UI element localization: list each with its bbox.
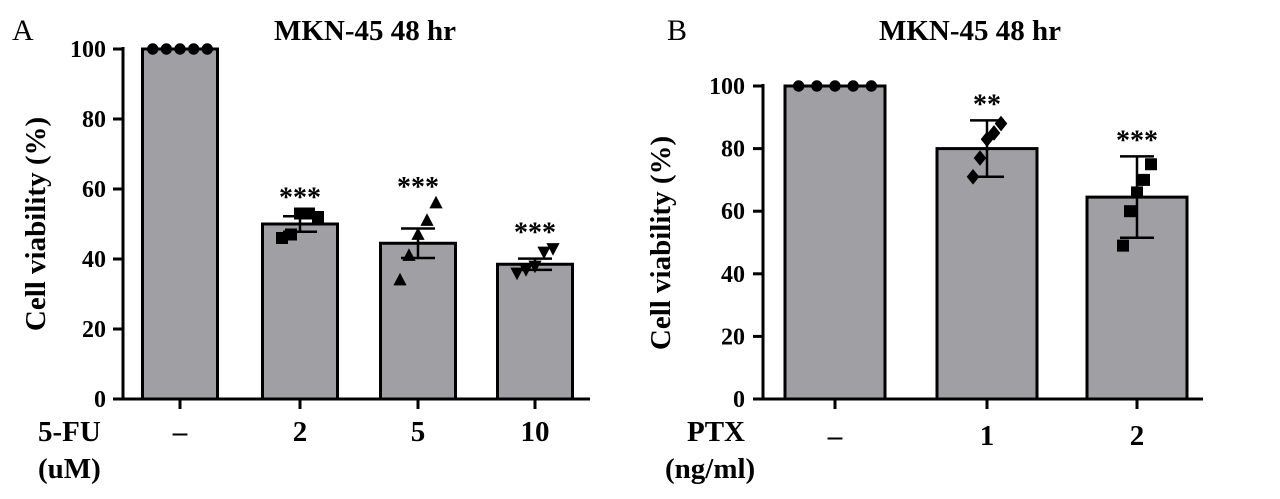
data-point [546,243,560,256]
y-tick-label: 80 [721,137,745,163]
bar [379,241,457,401]
chart-title: MKN-45 48 hr [879,15,1061,47]
bar [261,222,339,401]
data-point [792,80,805,92]
data-point [402,248,416,261]
y-tick-label: 0 [94,387,106,413]
data-point [420,213,434,226]
data-point [187,43,200,55]
data-point [987,125,1001,141]
y-tick-label: 40 [82,247,106,273]
data-point [537,246,551,260]
data-point [1124,205,1136,218]
data-point [285,228,297,241]
data-point [1138,173,1150,186]
y-tick-label: 100 [709,74,745,100]
y-tick-label: 40 [721,262,745,288]
data-point [312,211,324,223]
data-point [966,168,980,185]
data-point [811,80,823,92]
x-category-label: – [172,416,188,448]
data-point [847,80,859,92]
data-point [510,267,524,281]
data-point [201,43,213,55]
x-axis-unit: (uM) [38,453,101,485]
y-tick-label: 0 [733,387,745,413]
bar [783,84,887,401]
panel-a: A MKN-45 48 hr Cell viability (%) *** *** ***… [12,14,590,485]
chart-title: MKN-45 48 hr [274,15,456,47]
bar [496,262,574,401]
data-point [973,150,987,166]
data-point [429,195,443,209]
x-category-label: 5 [411,416,426,448]
data-point [865,80,878,92]
data-point [1131,186,1143,199]
data-point [528,260,542,274]
data-point [147,43,159,55]
y-tick-label: 20 [82,317,106,343]
data-point [1145,158,1157,171]
x-category-label: 10 [521,416,550,448]
x-category-label: 1 [980,420,995,452]
data-point [1117,239,1129,252]
data-point [829,80,841,92]
x-axis-title: 5-FU [38,416,101,448]
x-axis-unit: (ng/ml) [665,453,755,485]
x-category-label: 2 [293,416,308,448]
bar [141,47,219,401]
data-point [980,131,994,148]
x-axis-title: PTX [687,416,745,448]
y-tick-label: 80 [82,107,106,133]
data-point [994,115,1008,132]
data-point [393,272,407,286]
data-point [411,227,425,240]
data-point [160,43,173,55]
significance-label: *** [397,172,439,203]
y-axis-label: Cell viability (%) [645,136,677,350]
data-point [174,43,186,55]
y-tick-label: 100 [70,37,106,63]
significance-label: *** [279,183,321,214]
panel-letter: A [12,14,34,47]
panel-letter: B [667,14,687,47]
y-axis-label: Cell viability (%) [20,117,52,331]
bar [935,147,1039,401]
significance-label: *** [514,218,556,249]
x-category-label: 2 [1130,420,1145,452]
significance-label: ** [973,89,1001,120]
significance-label: *** [1116,125,1158,156]
y-tick-label: 60 [82,177,106,203]
data-point [519,264,533,277]
x-category-label: – [827,420,843,452]
y-tick-label: 60 [721,199,745,225]
y-tick-label: 20 [721,324,745,350]
